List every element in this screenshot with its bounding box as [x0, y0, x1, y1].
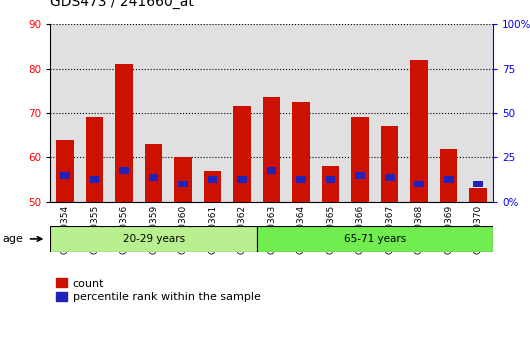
Bar: [50, 226, 257, 252]
Bar: [410, 60, 428, 202]
Bar: [355, 172, 365, 178]
Bar: [257, 226, 493, 252]
Bar: [351, 117, 369, 202]
Bar: [326, 176, 335, 183]
Text: GDS473 / 241660_at: GDS473 / 241660_at: [50, 0, 194, 9]
Bar: [322, 166, 340, 202]
Bar: [263, 97, 280, 202]
Bar: [145, 144, 163, 202]
Bar: [90, 176, 100, 183]
Bar: [178, 181, 188, 187]
Bar: [119, 167, 129, 174]
Bar: [233, 106, 251, 202]
Bar: [381, 126, 399, 202]
Bar: [149, 174, 158, 181]
Bar: [385, 174, 394, 181]
Bar: [60, 172, 70, 178]
Bar: [237, 176, 247, 183]
Bar: [174, 157, 192, 202]
Bar: [292, 102, 310, 202]
Text: age: age: [3, 234, 23, 244]
Bar: [56, 140, 74, 202]
Bar: [414, 181, 424, 187]
Bar: [86, 117, 103, 202]
Bar: [296, 176, 306, 183]
Bar: [440, 149, 457, 202]
Bar: [204, 171, 222, 202]
Bar: [115, 64, 133, 202]
Text: 65-71 years: 65-71 years: [344, 234, 406, 244]
Bar: [208, 176, 217, 183]
Bar: [267, 167, 277, 174]
Bar: [473, 181, 483, 187]
Legend: count, percentile rank within the sample: count, percentile rank within the sample: [56, 278, 260, 302]
Text: 20-29 years: 20-29 years: [122, 234, 184, 244]
Bar: [469, 188, 487, 202]
Bar: [444, 176, 454, 183]
